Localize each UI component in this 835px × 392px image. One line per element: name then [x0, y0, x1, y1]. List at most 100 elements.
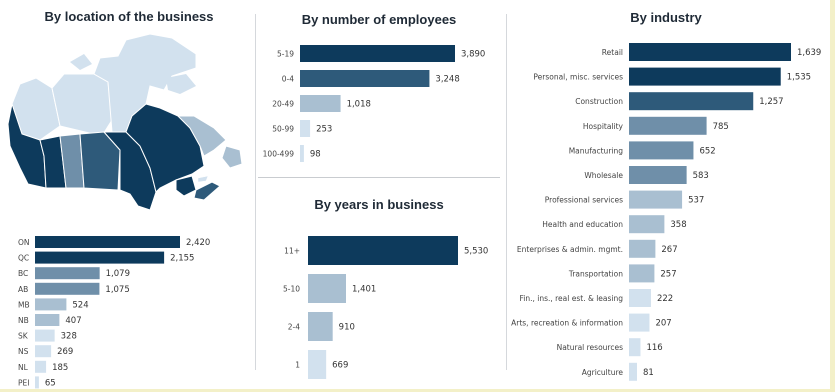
bar-mb: [35, 298, 67, 311]
value-label-5-19: 3,890: [461, 50, 485, 60]
location-bars: ON 2,420 QC 2,155 BC 1,079 AB 1,075 MB 524 NB 407 SK…: [18, 236, 210, 389]
bar-transportation: [629, 264, 655, 283]
value-label-mb: 524: [72, 300, 88, 310]
value-label-manufacturing: 652: [699, 146, 715, 156]
bar-5-19: [300, 45, 455, 62]
divider-1: [255, 14, 256, 370]
bar-sk: [35, 329, 55, 342]
value-label-transportation: 257: [660, 269, 676, 279]
category-label-agriculture: Agriculture: [582, 368, 624, 377]
value-label-personal-misc-services: 1,535: [787, 73, 811, 83]
bar-ns: [35, 345, 52, 358]
employees-chart-title: By number of employees: [301, 12, 457, 27]
value-label-2-4: 910: [339, 323, 355, 333]
category-label-hospitality: Hospitality: [583, 122, 624, 131]
category-label-fin-ins-real-est-leasing: Fin., ins., real est. & leasing: [519, 294, 623, 303]
value-label-wholesale: 583: [693, 171, 709, 181]
divider-2: [506, 14, 507, 370]
bar-natural-resources: [629, 338, 641, 357]
map-nwt: [51, 73, 113, 137]
category-label-wholesale: Wholesale: [584, 171, 623, 180]
value-label-health-and-education: 358: [670, 220, 686, 230]
category-label-pei: PEI: [18, 378, 29, 387]
category-label-natural-resources: Natural resources: [557, 343, 623, 352]
value-label-retail: 1,639: [797, 48, 821, 58]
category-label-50-99: 50-99: [272, 125, 294, 134]
value-label-hospitality: 785: [713, 122, 729, 132]
category-label-mb: MB: [18, 300, 30, 309]
category-label-health-and-education: Health and education: [542, 220, 623, 229]
value-label-qc: 2,155: [170, 254, 194, 264]
value-label-pei: 65: [45, 378, 56, 388]
category-label-11: 11+: [284, 247, 300, 256]
value-label-on: 2,420: [186, 238, 210, 248]
value-label-20-49: 1,018: [347, 100, 371, 110]
employees-panel: By number of employees 5-19 3,890 0-4 3,248…: [258, 0, 500, 392]
map-ab: [39, 135, 67, 189]
value-label-nl: 185: [52, 363, 68, 373]
bar-enterprises-admin-mgmt: [629, 239, 656, 258]
bar-ab: [35, 282, 100, 295]
category-label-construction: Construction: [575, 97, 623, 106]
years-chart-title: By years in business: [314, 197, 444, 212]
category-label-1: 1: [295, 361, 300, 370]
value-label-natural-resources: 116: [646, 343, 662, 353]
category-label-0-4: 0-4: [282, 75, 294, 84]
bar-2-4: [308, 312, 333, 341]
bar-arts-recreation-information: [629, 313, 650, 332]
bar-100-499: [300, 145, 304, 162]
category-label-5-19: 5-19: [277, 50, 294, 59]
category-label-manufacturing: Manufacturing: [569, 146, 624, 155]
bottom-edge-strip: [0, 389, 835, 392]
category-label-enterprises-admin-mgmt: Enterprises & admin. mgmt.: [517, 245, 623, 254]
map-ns: [193, 181, 221, 201]
value-label-construction: 1,257: [759, 97, 783, 107]
bar-nl: [35, 360, 47, 373]
bar-nb: [35, 314, 60, 326]
bar-qc: [35, 251, 165, 264]
employees-bars: 5-19 3,890 0-4 3,248 20-49 1,018 50-99 253 100-4…: [263, 45, 485, 162]
bar-construction: [629, 92, 754, 111]
bar-professional-services: [629, 190, 683, 209]
value-label-enterprises-admin-mgmt: 267: [661, 245, 677, 255]
bar-5-10: [308, 274, 347, 303]
value-label-50-99: 253: [316, 125, 332, 135]
category-label-20-49: 20-49: [272, 100, 294, 109]
bar-hospitality: [629, 116, 707, 135]
map-qc: [125, 103, 205, 193]
value-label-ns: 269: [57, 347, 73, 357]
bar-manufacturing: [629, 141, 694, 160]
map-bc: [7, 102, 47, 189]
category-label-qc: QC: [18, 254, 29, 263]
value-label-100-499: 98: [310, 150, 321, 160]
value-label-0-4: 3,248: [435, 75, 459, 85]
category-label-sk: SK: [18, 332, 29, 341]
bar-pei: [35, 376, 39, 389]
value-label-fin-ins-real-est-leasing: 222: [657, 294, 673, 304]
bar-20-49: [300, 95, 341, 112]
category-label-transportation: Transportation: [568, 269, 623, 278]
bar-1: [308, 350, 327, 379]
category-label-professional-services: Professional services: [545, 196, 623, 205]
value-label-professional-services: 537: [688, 196, 704, 206]
category-label-personal-misc-services: Personal, misc. services: [533, 73, 623, 82]
canada-map: [7, 33, 243, 211]
value-label-ab: 1,075: [105, 285, 129, 295]
category-label-retail: Retail: [602, 48, 623, 57]
value-label-nb: 407: [65, 316, 81, 326]
value-label-5-10: 1,401: [352, 285, 376, 295]
value-label-agriculture: 81: [643, 368, 654, 378]
bar-agriculture: [629, 362, 638, 381]
category-label-on: ON: [18, 238, 30, 247]
category-label-arts-recreation-information: Arts, recreation & information: [511, 319, 623, 328]
bar-retail: [629, 43, 791, 61]
map-arctic-island-1: [70, 54, 92, 70]
map-nb: [175, 175, 197, 197]
bar-0-4: [300, 70, 430, 87]
category-label-5-10: 5-10: [283, 285, 300, 294]
bar-wholesale: [629, 166, 687, 184]
years-bars: 11+ 5,530 5-10 1,401 2-4 910 1 669: [283, 236, 488, 379]
map-arctic-island-2: [166, 74, 196, 94]
category-label-bc: BC: [18, 269, 28, 278]
industry-bars: Retail 1,639 Personal, misc. services 1,535…: [511, 43, 821, 381]
